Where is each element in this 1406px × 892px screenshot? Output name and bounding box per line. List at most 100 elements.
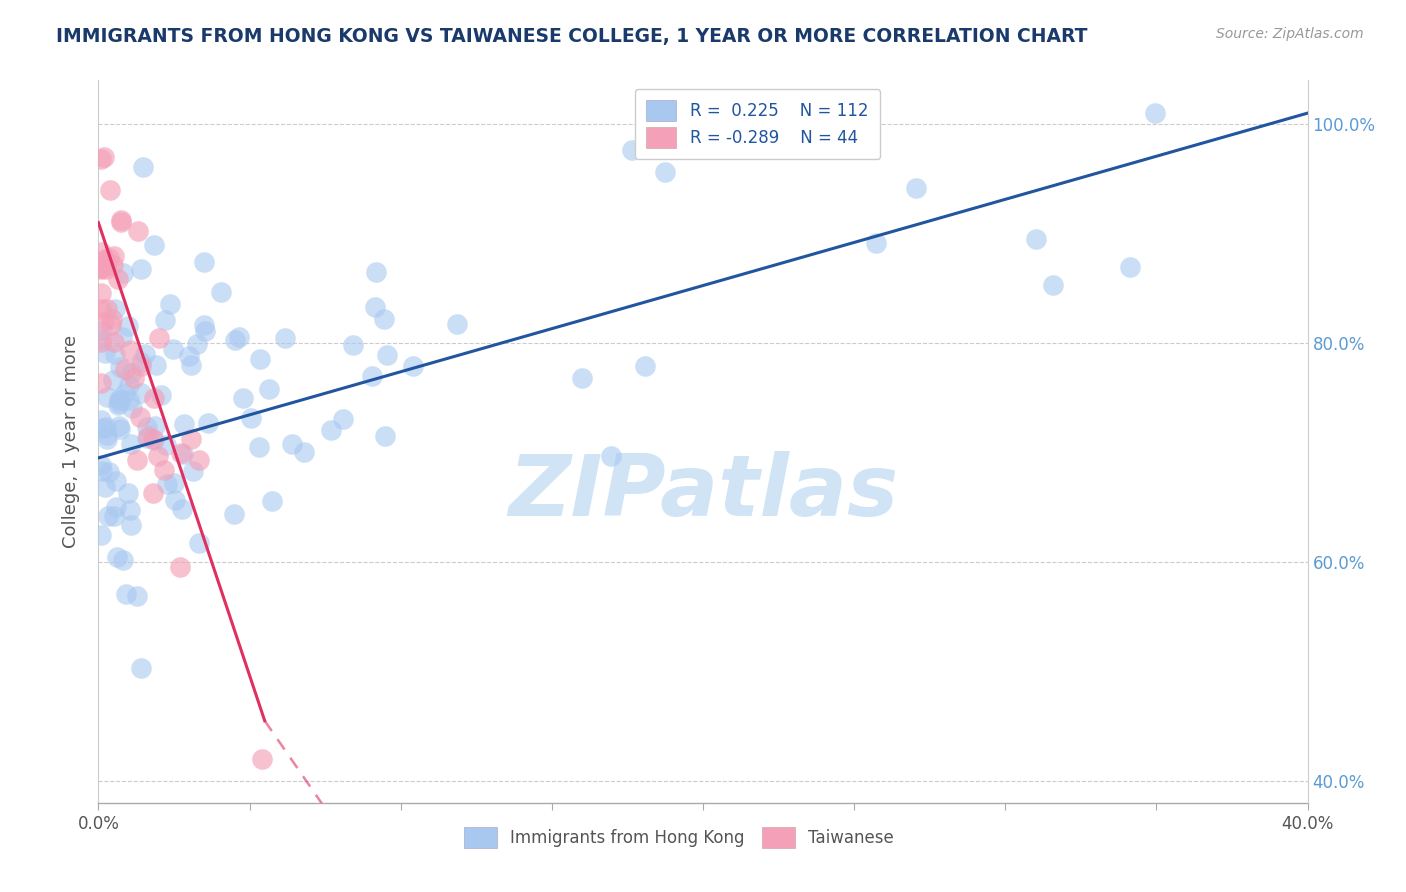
Point (125, 589, 148, 603)
Point (194, 324, 217, 338)
Point (110, 215, 132, 229)
Point (159, 297, 181, 311)
Point (101, 259, 124, 273)
Point (375, 348, 398, 362)
Point (169, 559, 191, 574)
Point (292, 445, 315, 459)
Point (108, 392, 131, 406)
Point (108, 419, 131, 434)
Point (143, 433, 166, 447)
Point (132, 160, 155, 174)
Point (155, 437, 177, 451)
Point (90, 260, 112, 275)
Point (249, 351, 271, 366)
Point (122, 370, 145, 384)
Point (865, 235, 887, 250)
Point (131, 386, 153, 401)
Point (188, 535, 211, 549)
Point (110, 212, 132, 227)
Point (90, 244, 112, 259)
Point (177, 349, 200, 363)
Point (364, 300, 387, 314)
Point (135, 431, 157, 445)
Point (156, 476, 179, 491)
Point (373, 311, 395, 326)
Point (170, 501, 193, 516)
Point (118, 392, 141, 407)
Point (90, 333, 112, 347)
Point (110, 360, 132, 375)
Point (103, 249, 125, 263)
Point (103, 373, 125, 387)
Point (117, 486, 139, 500)
Point (94, 420, 117, 434)
Point (108, 422, 131, 436)
Point (112, 266, 135, 280)
Point (224, 334, 246, 348)
Point (104, 347, 127, 361)
Point (273, 330, 295, 344)
Point (105, 474, 128, 488)
Point (105, 550, 128, 565)
Point (332, 412, 354, 426)
Point (1024, 232, 1046, 246)
Point (94, 346, 117, 360)
Point (188, 453, 211, 467)
Point (374, 429, 396, 443)
Point (402, 359, 425, 374)
Point (114, 362, 136, 376)
Point (600, 449, 623, 463)
Point (98, 251, 121, 265)
Point (621, 143, 644, 157)
Point (142, 238, 165, 252)
Point (115, 587, 138, 601)
Point (104, 500, 127, 515)
Point (446, 317, 468, 331)
Point (96, 432, 118, 446)
Point (91, 315, 114, 329)
Text: IMMIGRANTS FROM HONG KONG VS TAIWANESE COLLEGE, 1 YEAR OR MORE CORRELATION CHART: IMMIGRANTS FROM HONG KONG VS TAIWANESE C… (56, 27, 1088, 45)
Point (360, 368, 382, 383)
Point (170, 446, 193, 460)
Point (240, 411, 263, 425)
Point (172, 447, 194, 461)
Point (163, 476, 186, 491)
Point (571, 371, 593, 385)
Point (153, 463, 176, 477)
Point (197, 416, 219, 430)
Point (250, 752, 273, 766)
Point (90, 261, 112, 276)
Point (121, 401, 143, 415)
Point (127, 224, 149, 238)
Point (93, 150, 115, 164)
Point (364, 264, 387, 278)
Point (1143, 106, 1166, 120)
Point (90, 376, 112, 391)
Point (146, 449, 169, 463)
Point (136, 428, 159, 442)
Point (97, 465, 120, 479)
Point (94, 252, 117, 266)
Point (163, 492, 186, 507)
Point (193, 255, 215, 269)
Point (96, 301, 118, 316)
Point (118, 377, 141, 392)
Point (90, 286, 112, 301)
Point (150, 388, 173, 402)
Point (117, 318, 139, 333)
Point (129, 359, 152, 374)
Point (1119, 260, 1142, 274)
Point (247, 440, 270, 454)
Text: ZIPatlas: ZIPatlas (508, 450, 898, 533)
Point (134, 346, 156, 360)
Point (90, 528, 112, 542)
Point (186, 337, 208, 351)
Point (93, 254, 115, 268)
Point (100, 183, 122, 197)
Point (142, 486, 165, 500)
Point (173, 417, 195, 431)
Point (103, 509, 125, 524)
Point (101, 311, 124, 326)
Point (111, 330, 134, 344)
Point (342, 338, 364, 352)
